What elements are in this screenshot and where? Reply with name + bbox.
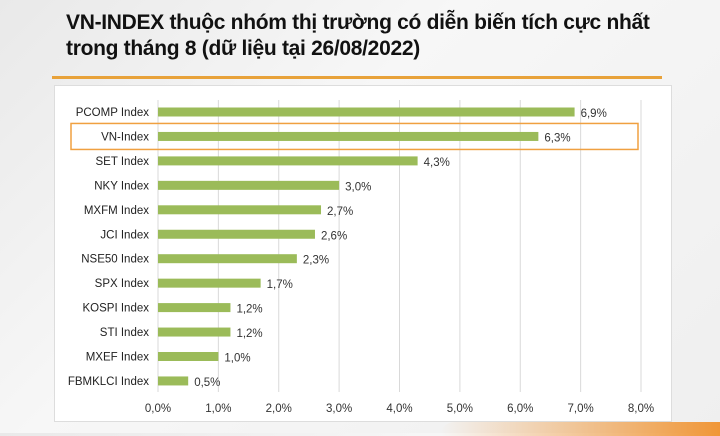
data-label: 2,3% [303,255,329,267]
bar [158,278,261,288]
highlight-box [70,122,639,151]
category-label: SET Index [96,156,150,168]
x-tick-label: 3,0% [326,403,352,415]
x-tick-label: 1,0% [205,403,231,415]
x-tick-label: 6,0% [507,403,533,415]
data-label: 1,7% [267,279,293,291]
bar [158,303,231,313]
category-label: NSE50 Index [81,254,149,266]
bar [158,156,418,166]
x-tick-label: 5,0% [447,403,473,415]
x-tick-label: 8,0% [628,403,654,415]
data-label: 6,9% [581,108,607,120]
bar [158,254,297,264]
bar [158,131,539,141]
bar [158,107,575,117]
data-label: 1,2% [236,328,262,340]
page-title: VN-INDEX thuộc nhóm thị trường có diễn b… [66,11,650,60]
category-label: VN-Index [101,131,149,143]
data-label: 6,3% [544,132,570,144]
data-label: 4,3% [424,157,450,169]
bar [158,229,315,239]
title-divider [52,76,662,79]
data-label: 0,5% [194,377,220,389]
category-label: FBMKLCI Index [68,376,149,388]
category-label: STI Index [100,327,149,339]
x-tick-label: 2,0% [266,403,292,415]
data-label: 2,7% [327,206,353,218]
category-label: JCI Index [100,229,149,241]
bar [158,327,231,337]
x-tick-label: 0,0% [145,403,171,415]
category-label: NKY Index [94,180,149,192]
bar [158,180,340,190]
bar [158,376,189,386]
x-tick-label: 4,0% [386,403,412,415]
data-label: 3,0% [345,181,371,193]
data-label: 1,2% [236,304,262,316]
category-label: SPX Index [95,278,150,290]
category-label: KOSPI Index [83,303,150,315]
category-label: MXFM Index [84,205,149,217]
category-label: MXEF Index [86,352,150,364]
bar [158,352,219,361]
data-label: 2,6% [321,230,347,242]
chart-panel [54,85,672,422]
data-label: 1,0% [224,353,250,365]
bar [158,205,322,215]
x-tick-label: 7,0% [568,403,594,415]
category-label: PCOMP Index [76,107,150,119]
